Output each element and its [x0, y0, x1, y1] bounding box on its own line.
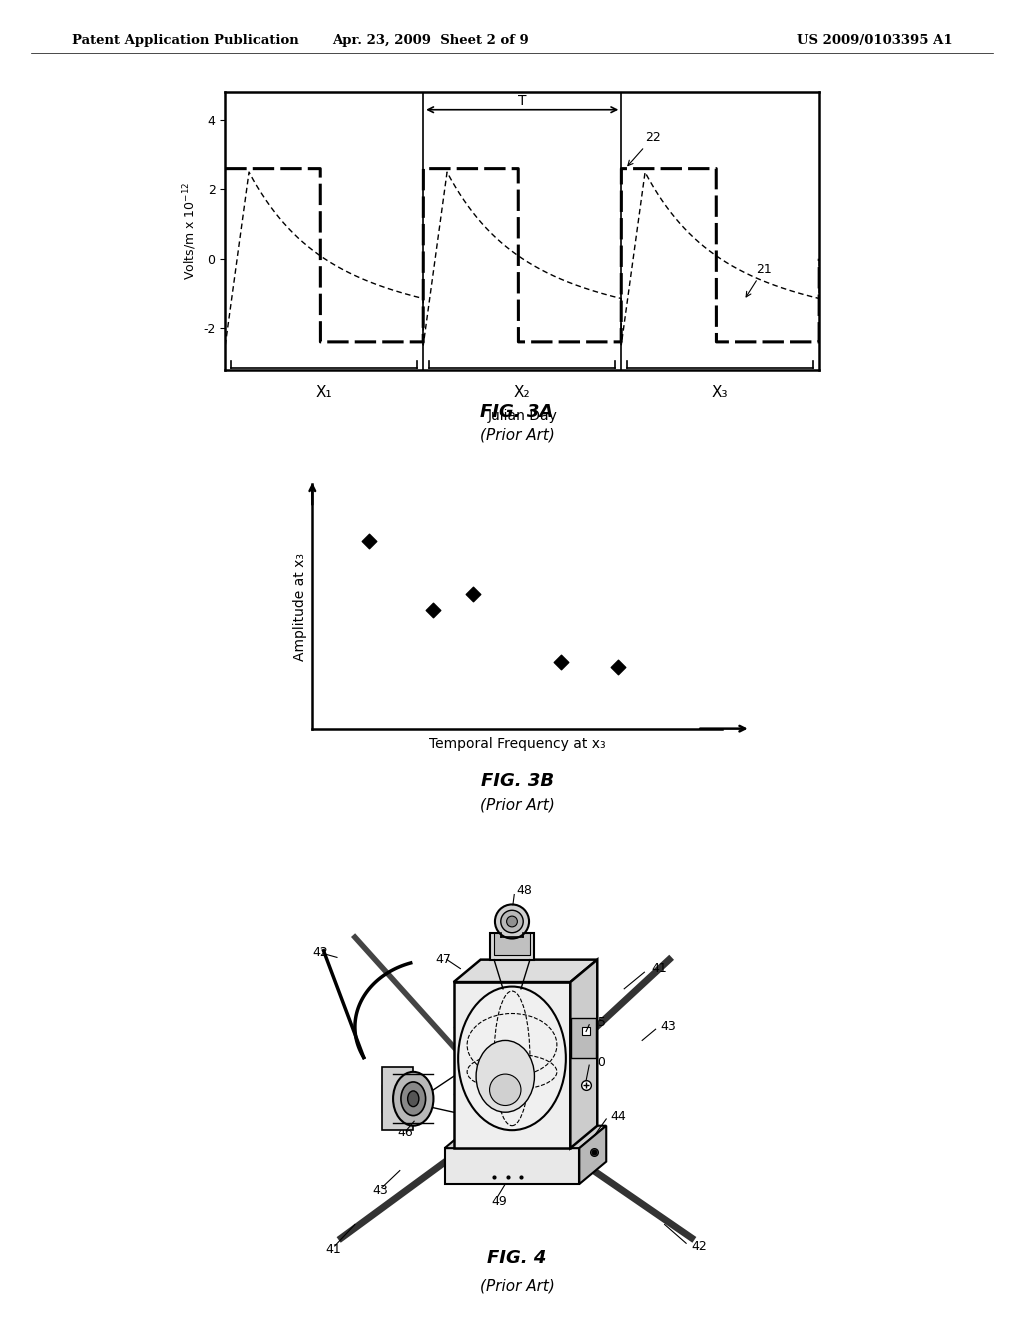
Ellipse shape — [393, 1072, 433, 1126]
Text: (Prior Art): (Prior Art) — [479, 1279, 555, 1294]
Text: 40: 40 — [591, 1056, 606, 1069]
X-axis label: Temporal Frequency at x₃: Temporal Frequency at x₃ — [429, 737, 605, 751]
Y-axis label: Amplitude at x₃: Amplitude at x₃ — [293, 553, 307, 660]
Text: 44: 44 — [610, 1110, 627, 1123]
FancyBboxPatch shape — [494, 933, 530, 956]
Text: 49: 49 — [492, 1196, 508, 1209]
Ellipse shape — [476, 1040, 535, 1113]
Text: 45: 45 — [591, 1016, 606, 1030]
Text: FIG. 3B: FIG. 3B — [480, 772, 554, 791]
Circle shape — [501, 911, 523, 933]
Text: 41: 41 — [326, 1242, 341, 1255]
Text: Julian Day: Julian Day — [487, 409, 557, 424]
Polygon shape — [454, 982, 570, 1148]
Text: Apr. 23, 2009  Sheet 2 of 9: Apr. 23, 2009 Sheet 2 of 9 — [332, 34, 528, 48]
Circle shape — [495, 904, 529, 939]
FancyBboxPatch shape — [571, 1018, 596, 1059]
Text: 46: 46 — [397, 1126, 414, 1139]
Text: 47: 47 — [435, 953, 452, 966]
Text: X₃: X₃ — [712, 385, 728, 400]
Point — [425, 599, 441, 620]
Text: 42: 42 — [691, 1241, 708, 1254]
Text: T: T — [518, 94, 526, 108]
Y-axis label: Volts/m x 10$^{-12}$: Volts/m x 10$^{-12}$ — [181, 182, 199, 280]
FancyBboxPatch shape — [489, 933, 535, 960]
Ellipse shape — [401, 1082, 426, 1115]
Polygon shape — [580, 1126, 606, 1184]
Polygon shape — [454, 960, 597, 982]
Polygon shape — [444, 1148, 580, 1184]
Circle shape — [507, 916, 517, 927]
Text: 43: 43 — [373, 1184, 389, 1197]
FancyBboxPatch shape — [382, 1068, 414, 1130]
Ellipse shape — [489, 1074, 521, 1106]
Point — [553, 652, 569, 673]
Text: 22: 22 — [628, 131, 660, 165]
Text: (Prior Art): (Prior Art) — [479, 428, 555, 442]
Ellipse shape — [408, 1090, 419, 1106]
Text: 43: 43 — [660, 1020, 676, 1034]
Text: US 2009/0103395 A1: US 2009/0103395 A1 — [797, 34, 952, 48]
Polygon shape — [570, 960, 597, 1148]
Text: Patent Application Publication: Patent Application Publication — [72, 34, 298, 48]
Text: 48: 48 — [516, 883, 532, 896]
Ellipse shape — [458, 986, 566, 1130]
Point — [360, 531, 377, 552]
Text: 21: 21 — [746, 263, 772, 297]
Point — [465, 583, 481, 605]
Text: 42: 42 — [312, 946, 328, 960]
Text: X₁: X₁ — [316, 385, 333, 400]
Text: FIG. 4: FIG. 4 — [487, 1249, 547, 1267]
Polygon shape — [444, 1126, 606, 1148]
Text: (Prior Art): (Prior Art) — [479, 797, 555, 812]
Text: 41: 41 — [651, 962, 667, 975]
Point — [609, 656, 626, 677]
Text: X₂: X₂ — [514, 385, 530, 400]
Text: FIG. 3A: FIG. 3A — [480, 403, 554, 421]
